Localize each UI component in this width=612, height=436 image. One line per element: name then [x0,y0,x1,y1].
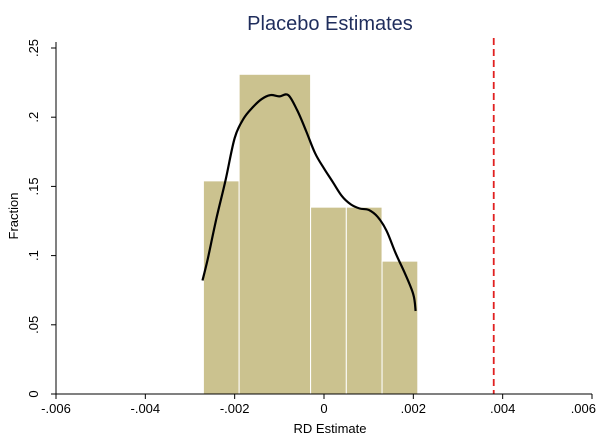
x-axis-title: RD Estimate [294,421,367,436]
y-tick-label: .1 [26,250,41,261]
y-tick-label: .05 [26,316,41,334]
x-tick-label: -.006 [41,401,71,416]
histogram-bar [310,206,347,395]
histogram-bars [202,73,419,395]
x-tick-label: .002 [401,401,426,416]
y-tick-label: .25 [26,39,41,57]
y-axis-title: Fraction [6,193,21,240]
x-tick-label: .004 [490,401,515,416]
density-curve [201,93,417,312]
density-curve-layer [201,93,417,312]
x-tick-label: -.004 [131,401,161,416]
x-tick-label: .006 [571,401,596,416]
histogram-bar [202,180,240,395]
histogram-bar [381,260,419,395]
y-tick-label: .15 [26,177,41,195]
x-tick-label: 0 [320,401,327,416]
y-ticks: 0 .05 .1 .15 .2 .25 [26,39,56,398]
y-tick-label: 0 [26,390,41,397]
y-tick-label: .2 [26,112,41,123]
x-ticks: -.006 -.004 -.002 0 .002 .004 .006 [41,394,596,416]
histogram-bar [238,73,312,395]
x-tick-label: -.002 [220,401,250,416]
histogram-bar [345,206,383,395]
chart-title: Placebo Estimates [247,13,413,35]
